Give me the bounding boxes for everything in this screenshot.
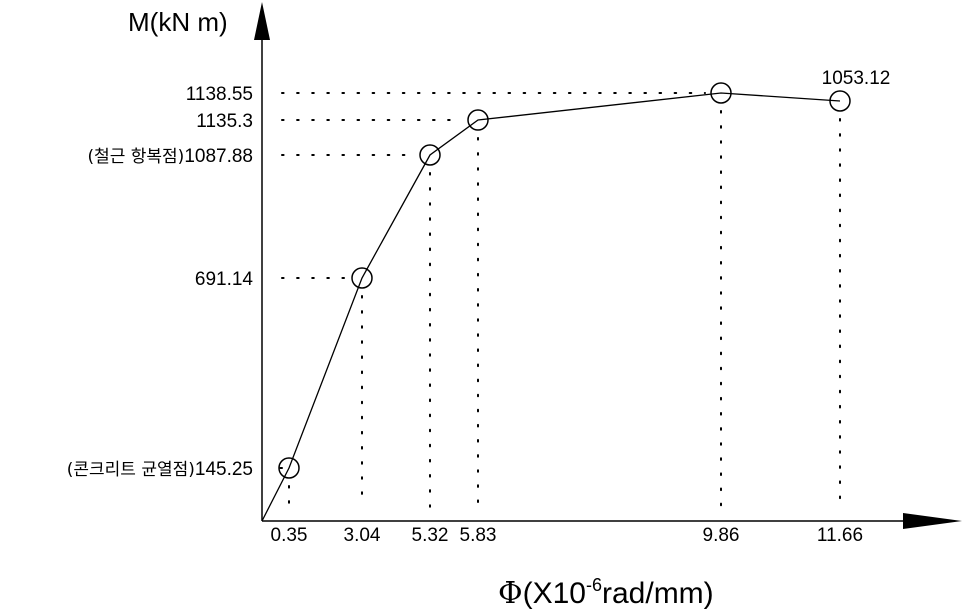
x-tick-5.83: 5.83 bbox=[460, 525, 497, 546]
y-tick-1135.3: 1135.3 bbox=[196, 111, 253, 132]
y-tick-1138.55: 1138.55 bbox=[186, 84, 253, 105]
y-axis-label: M(kN m) bbox=[128, 7, 228, 37]
y-axis-arrow bbox=[254, 2, 270, 40]
point-marker-5.83 bbox=[467, 109, 489, 131]
point-marker-0.35 bbox=[278, 457, 300, 479]
y-tick-annotation: (콘크리트 균열점) bbox=[67, 460, 195, 480]
y-tick-value: 145.25 bbox=[195, 459, 253, 480]
point-marker-3.04 bbox=[351, 267, 373, 289]
point-marker-11.66 bbox=[829, 90, 851, 112]
x-axis-label-symbol: Φ bbox=[498, 576, 523, 611]
point-marker-9.86 bbox=[710, 82, 732, 104]
dotted-guides bbox=[272, 92, 841, 508]
x-tick-11.66: 11.66 bbox=[817, 525, 863, 546]
x-axis-label-suffix: rad/mm) bbox=[602, 577, 714, 610]
x-tick-9.86: 9.86 bbox=[703, 525, 740, 546]
x-axis-label-exponent: -6 bbox=[586, 575, 602, 595]
x-axis-arrow bbox=[903, 513, 962, 529]
x-tick-3.04: 3.04 bbox=[344, 525, 381, 546]
axes bbox=[254, 2, 962, 529]
x-axis-label: Φ(X10-6rad/mm) bbox=[498, 575, 714, 611]
series bbox=[261, 82, 851, 522]
point-marker-5.32 bbox=[419, 144, 441, 166]
y-tick-value: 1135.3 bbox=[196, 111, 253, 132]
y-tick-1087.88: (철근 항복점)1087.88 bbox=[87, 146, 253, 167]
x-axis-label-prefix: (X10 bbox=[523, 577, 586, 610]
x-tick-5.32: 5.32 bbox=[412, 525, 449, 546]
y-tick-annotation: (철근 항복점) bbox=[87, 147, 184, 167]
y-tick-691.14: 691.14 bbox=[195, 269, 254, 290]
y-tick-value: 691.14 bbox=[195, 269, 254, 290]
y-tick-145.25: (콘크리트 균열점)145.25 bbox=[67, 459, 253, 480]
tick-labels: (콘크리트 균열점)145.25 691.14 (철근 항복점)1087.88 113… bbox=[67, 84, 863, 546]
data-label: 1053.12 bbox=[822, 68, 891, 89]
y-tick-value: 1138.55 bbox=[186, 84, 253, 105]
y-tick-value: 1087.88 bbox=[184, 146, 253, 167]
series-line bbox=[261, 92, 841, 522]
x-tick-0.35: 0.35 bbox=[271, 525, 308, 546]
